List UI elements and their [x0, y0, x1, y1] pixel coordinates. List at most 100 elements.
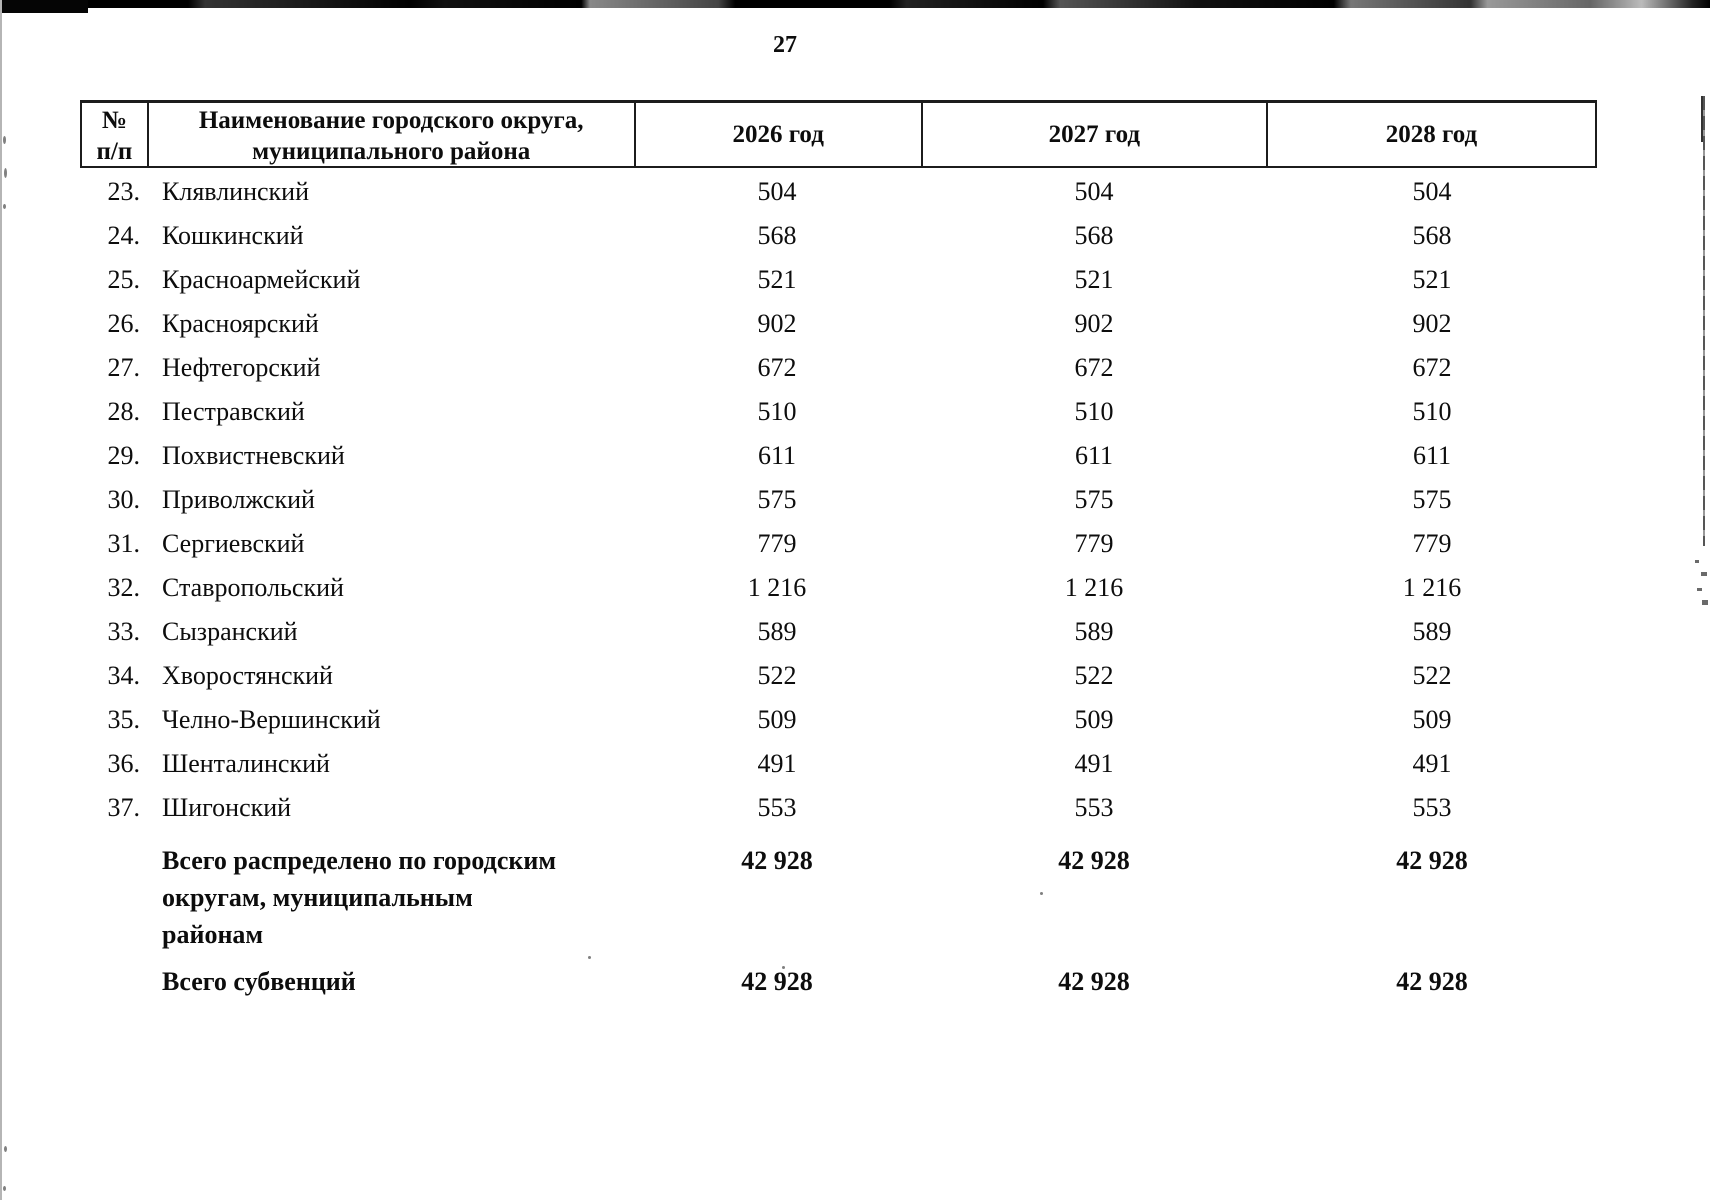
row-name: Пестравский [162, 397, 305, 426]
total-distributed-label: Всего распределено по городским округам,… [145, 842, 633, 953]
row-value-2027: 504 [1074, 177, 1114, 206]
table-row: 24. Кошкинский 568 568 568 [80, 214, 1597, 258]
row-name: Приволжский [162, 485, 315, 514]
scan-speck [3, 1186, 6, 1191]
row-value-2028: 491 [1412, 749, 1452, 778]
row-value-2028: 522 [1412, 661, 1452, 690]
row-value-2027: 779 [1074, 529, 1114, 558]
total-subventions-value-2026: 42 928 [741, 967, 813, 996]
row-name: Сергиевский [162, 529, 305, 558]
total-distributed-label-line1: Всего распределено по городским [162, 846, 557, 875]
row-name: Челно-Вершинский [162, 705, 381, 734]
header-year-2027: 2027 год [1048, 121, 1141, 148]
table-row: 28. Пестравский 510 510 510 [80, 390, 1597, 434]
table-row: 29. Похвистневский 611 611 611 [80, 434, 1597, 478]
row-value-2027: 521 [1074, 265, 1114, 294]
table-row: 35. Челно-Вершинский 509 509 509 [80, 698, 1597, 742]
scan-speck [4, 168, 7, 178]
row-number: 27. [107, 353, 141, 382]
row-value-2027: 902 [1074, 309, 1114, 338]
row-value-2026: 521 [757, 265, 797, 294]
row-value-2027: 522 [1074, 661, 1114, 690]
row-number: 36. [107, 749, 141, 778]
row-name: Шенталинский [162, 749, 330, 778]
row-name: Ставропольский [162, 573, 344, 602]
header-cell-year-2026: 2026 год [633, 103, 921, 166]
total-distributed-label-line3: районам [162, 920, 264, 949]
table-header-row: № п/п Наименование городского округа, му… [80, 100, 1597, 168]
scan-speck [1702, 600, 1708, 605]
header-cell-year-2027: 2027 год [920, 103, 1266, 166]
row-value-2028: 510 [1412, 397, 1452, 426]
header-name-line2: муниципального района [252, 138, 531, 165]
row-name: Красноярский [162, 309, 319, 338]
row-value-2026: 504 [757, 177, 797, 206]
row-number: 32. [107, 573, 141, 602]
table-row: 37. Шигонский 553 553 553 [80, 786, 1597, 830]
table-row: 25. Красноармейский 521 521 521 [80, 258, 1597, 302]
scan-speck [782, 966, 785, 969]
header-num-line2: п/п [96, 138, 133, 165]
row-number: 30. [107, 485, 141, 514]
table-row: 34. Хворостянский 522 522 522 [80, 654, 1597, 698]
row-name: Нефтегорский [162, 353, 321, 382]
row-number: 29. [107, 441, 141, 470]
total-distributed-value-2027: 42 928 [1058, 846, 1130, 875]
row-value-2026: 589 [757, 617, 797, 646]
row-number: 23. [107, 177, 141, 206]
row-value-2026: 611 [757, 441, 797, 470]
row-value-2026: 491 [757, 749, 797, 778]
row-number: 31. [107, 529, 141, 558]
scan-artifact-top-left [0, 0, 88, 13]
row-value-2026: 1 216 [747, 573, 807, 602]
table-row: 32. Ставропольский 1 216 1 216 1 216 [80, 566, 1597, 610]
row-value-2028: 779 [1412, 529, 1452, 558]
total-subventions-value-2028: 42 928 [1396, 967, 1468, 996]
row-value-2026: 522 [757, 661, 797, 690]
scan-speck [1697, 588, 1702, 591]
scan-speck [1701, 572, 1707, 576]
scan-artifact-left-edge [0, 0, 2, 1200]
row-number: 25. [107, 265, 141, 294]
scan-speck [1695, 560, 1699, 563]
header-num-line1: № [101, 107, 127, 134]
scan-speck [1040, 892, 1043, 895]
row-value-2028: 521 [1412, 265, 1452, 294]
row-value-2027: 1 216 [1064, 573, 1124, 602]
table-row: 27. Нефтегорский 672 672 672 [80, 346, 1597, 390]
header-cell-name: Наименование городского округа, муниципа… [146, 103, 634, 166]
row-number: 33. [107, 617, 141, 646]
row-number: 28. [107, 397, 141, 426]
table-row: 23. Клявлинский 504 504 504 [80, 170, 1597, 214]
row-value-2028: 611 [1412, 441, 1452, 470]
total-subventions-value-2027: 42 928 [1058, 967, 1130, 996]
scan-speck [3, 204, 6, 209]
row-value-2028: 575 [1412, 485, 1452, 514]
row-name: Сызранский [162, 617, 298, 646]
scan-speck [3, 136, 6, 144]
scan-artifact-top-bar [0, 0, 1710, 8]
row-number: 35. [107, 705, 141, 734]
row-value-2028: 509 [1412, 705, 1452, 734]
row-value-2027: 510 [1074, 397, 1114, 426]
row-value-2028: 902 [1412, 309, 1452, 338]
total-subventions-label: Всего субвенций [162, 967, 356, 996]
row-value-2027: 491 [1074, 749, 1114, 778]
table-row: 33. Сызранский 589 589 589 [80, 610, 1597, 654]
row-value-2027: 672 [1074, 353, 1114, 382]
row-value-2027: 568 [1074, 221, 1114, 250]
header-cell-year-2028: 2028 год [1265, 103, 1595, 166]
row-value-2026: 510 [757, 397, 797, 426]
row-value-2028: 589 [1412, 617, 1452, 646]
total-distributed-label-line2: округам, муниципальным [162, 883, 473, 912]
row-value-2026: 672 [757, 353, 797, 382]
header-year-2028: 2028 год [1385, 121, 1478, 148]
row-value-2028: 553 [1412, 793, 1452, 822]
row-number: 37. [107, 793, 141, 822]
header-name-line1: Наименование городского округа, [198, 107, 584, 134]
header-year-2026: 2026 год [732, 121, 824, 148]
total-distributed-row: Всего распределено по городским округам,… [80, 842, 1597, 953]
row-value-2026: 509 [757, 705, 797, 734]
header-cell-num: № п/п [82, 103, 147, 166]
